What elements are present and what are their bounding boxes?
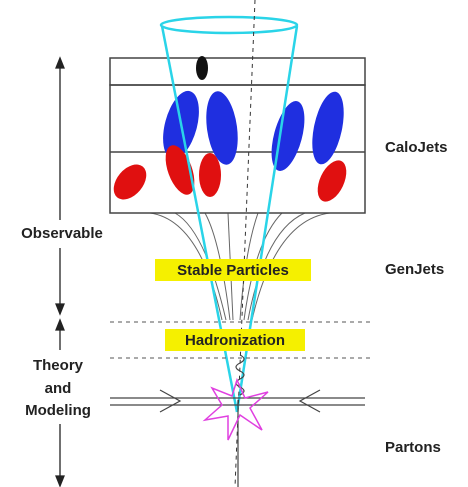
theory-label: Modeling [25, 402, 91, 419]
theory-label: Theory [33, 357, 84, 374]
observable-label: Observable [21, 225, 103, 242]
partons-label: Partons [385, 439, 441, 456]
jet-diagram: Stable Particles Hadronization CaloJets … [0, 0, 468, 487]
theory-label: and [45, 380, 72, 397]
calojets-label: CaloJets [385, 139, 448, 156]
stable-label: Stable Particles [177, 262, 289, 279]
deposit [196, 56, 208, 80]
hadronization-label: Hadronization [185, 332, 285, 349]
genjets-label: GenJets [385, 261, 444, 278]
scope-arrows [56, 58, 64, 486]
jet-cone [161, 17, 297, 412]
